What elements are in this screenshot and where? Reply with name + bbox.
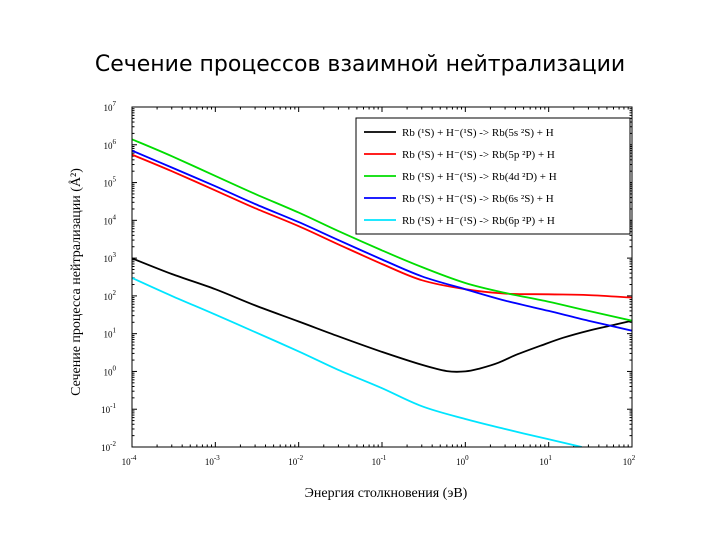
legend-label: Rb (¹S) + H⁻(¹S) -> Rb(4d ²D) + H [402,171,557,183]
y-tick-label: 107 [104,100,117,113]
y-tick-label: 106 [104,138,117,151]
slide-title: Сечение процессов взаимной нейтрализации [94,52,626,77]
legend-label: Rb (¹S) + H⁻(¹S) -> Rb(5s ²S) + H [402,127,554,139]
y-tick-label: 105 [104,176,117,189]
y-tick-label: 102 [104,289,117,302]
x-tick-label: 10-2 [288,454,303,467]
y-tick-label: 10-2 [101,440,116,453]
legend-label: Rb (¹S) + H⁻(¹S) -> Rb(6p ²P) + H [402,215,555,227]
series-line-4 [132,149,632,332]
series-line-3 [132,138,632,322]
y-tick-label: 103 [104,251,117,264]
legend-label: Rb (¹S) + H⁻(¹S) -> Rb(5p ²P) + H [402,149,555,161]
x-tick-label: 10-3 [205,454,220,467]
y-axis-title: Сечение процесса нейтрализации (Å²) [68,168,84,396]
x-tick-label: 101 [539,454,552,467]
series-line-1 [132,257,632,373]
x-tick-label: 10-4 [122,454,137,467]
y-tick-label: 104 [104,213,117,226]
legend-box [355,117,631,235]
y-tick-label: 101 [104,327,117,340]
x-tick-label: 10-1 [372,454,387,467]
series-line-5 [132,277,583,447]
legend-label: Rb (¹S) + H⁻(¹S) -> Rb(6s ²S) + H [402,193,554,205]
x-tick-label: 100 [456,454,469,467]
series-line-2 [132,153,632,299]
chart-series [132,138,632,447]
plot-frame [131,106,633,448]
x-axis-title: Энергия столкновения (эВ) [305,486,468,501]
y-tick-label: 10-1 [101,402,116,415]
y-tick-label: 100 [104,364,117,377]
x-tick-label: 102 [623,454,636,467]
chart-legend: Rb (¹S) + H⁻(¹S) -> Rb(5s ²S) + H Rb (¹S)… [355,117,631,235]
